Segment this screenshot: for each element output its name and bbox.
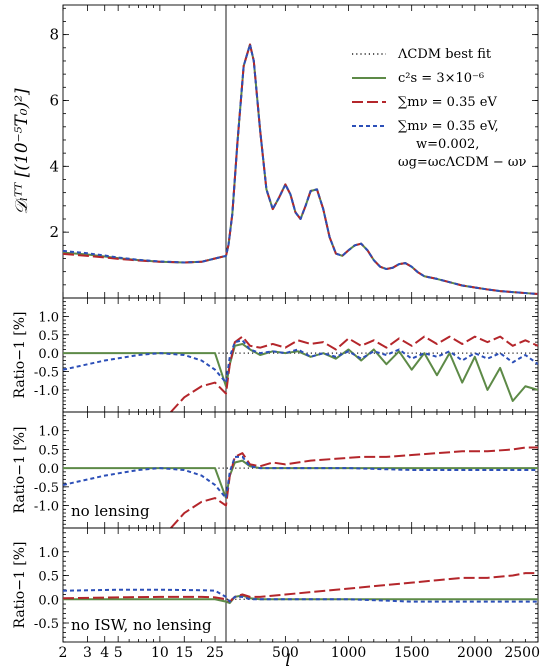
legend-entry: ∑mν = 0.35 eV	[352, 95, 497, 110]
y-axis-label: 𝒟ₗᵀᵀ [(10⁻⁵T₀)²]	[12, 88, 32, 215]
panels-layer: 2 4 6 8 𝒟ₗᵀᵀ [(10⁻⁵T₀)²] -1.0 -0.5 0.0 0.5 1.0 Rat…	[12, 4, 540, 661]
y-tick-label: -0.5	[34, 366, 59, 381]
series-line-mnuw	[63, 455, 538, 500]
y-tick-label: 1.0	[38, 546, 59, 561]
series-line-tension	[63, 459, 538, 500]
y-tick-label: 0.0	[38, 462, 59, 477]
legend-entry: c²s = 3×10⁻⁶	[352, 71, 484, 86]
panel-ratio-noisw: -0.5 0.0 0.5 1.0 Ratio−1 [%] no ISW, no lensi…	[12, 527, 539, 643]
legend-entry: ΛCDM best fit	[352, 47, 492, 62]
y-axis-label: Ratio−1 [%]	[12, 311, 28, 398]
legend-entry: ∑mν = 0.35 eV, w=0.002, ωg=ωcΛCDM − ων	[352, 119, 527, 170]
series-line-mnu	[170, 335, 538, 412]
y-tick-label: -0.5	[34, 617, 59, 632]
y-tick-label: 0.5	[38, 570, 59, 585]
legend-label: ∑mν = 0.35 eV,	[398, 119, 499, 134]
legend-label: ωg=ωcΛCDM − ων	[398, 155, 527, 170]
y-tick-label: 1.0	[38, 425, 59, 440]
panel-annotation: no lensing	[71, 502, 150, 520]
x-tick-label: 2	[59, 645, 68, 661]
x-tick-label: 5	[114, 645, 123, 661]
y-tick-label: -1.0	[34, 384, 59, 399]
series-line-mnuw	[63, 588, 538, 603]
y-tick-label: 6	[49, 91, 59, 109]
y-tick-label: 0.0	[38, 593, 59, 608]
x-axis-label: l	[285, 651, 290, 670]
series-group	[63, 43, 538, 296]
series-group	[63, 335, 538, 412]
series-group	[63, 572, 538, 605]
legend-label: ∑mν = 0.35 eV	[398, 95, 497, 110]
y-tick-label: 8	[49, 26, 59, 44]
y-tick-label: 4	[49, 157, 59, 175]
x-tick-label: 500	[272, 645, 299, 661]
y-tick-label: 2	[49, 223, 59, 241]
series-line-mnu	[170, 446, 538, 528]
x-tick-label: 2000	[457, 645, 493, 661]
panel-ratio-nolensing: -1.0 -0.5 0.0 0.5 1.0 Ratio−1 [%] no lensing	[12, 411, 539, 529]
legend-label: ΛCDM best fit	[397, 47, 492, 62]
x-tick-label: 1500	[394, 645, 430, 661]
y-tick-label: 0.0	[38, 347, 59, 362]
legend-label: w=0.002,	[416, 137, 479, 152]
x-tick-label: 15	[175, 645, 193, 661]
y-axis-label: Ratio−1 [%]	[12, 541, 28, 628]
x-tick-label: 10	[151, 645, 169, 661]
panel-ratio-full: -1.0 -0.5 0.0 0.5 1.0 Ratio−1 [%]	[12, 297, 539, 413]
legend: ΛCDM best fit c²s = 3×10⁻⁶ ∑mν = 0.35 eV ∑m…	[352, 47, 527, 170]
legend-label: c²s = 3×10⁻⁶	[398, 71, 484, 86]
x-tick-label: 2500	[504, 645, 540, 661]
y-tick-label: 0.5	[38, 443, 59, 458]
series-group	[63, 446, 538, 528]
x-tick-label: 1000	[331, 645, 367, 661]
panel-spectrum: 2 4 6 8 𝒟ₗᵀᵀ [(10⁻⁵T₀)²]	[12, 4, 539, 299]
x-tick-label: 4	[100, 645, 109, 661]
y-tick-label: -1.0	[34, 500, 59, 515]
panel-annotation: no ISW, no lensing	[71, 616, 212, 634]
y-axis-label: Ratio−1 [%]	[12, 426, 28, 513]
x-tick-label: 3	[83, 645, 92, 661]
series-line-mnu	[63, 572, 538, 603]
y-tick-label: 1.0	[38, 310, 59, 325]
x-tick-label: 25	[206, 645, 224, 661]
y-tick-label: 0.5	[38, 329, 59, 344]
series-line-mnuw	[63, 339, 538, 384]
y-tick-label: -0.5	[34, 481, 59, 496]
series-line-mnuw	[63, 43, 538, 296]
